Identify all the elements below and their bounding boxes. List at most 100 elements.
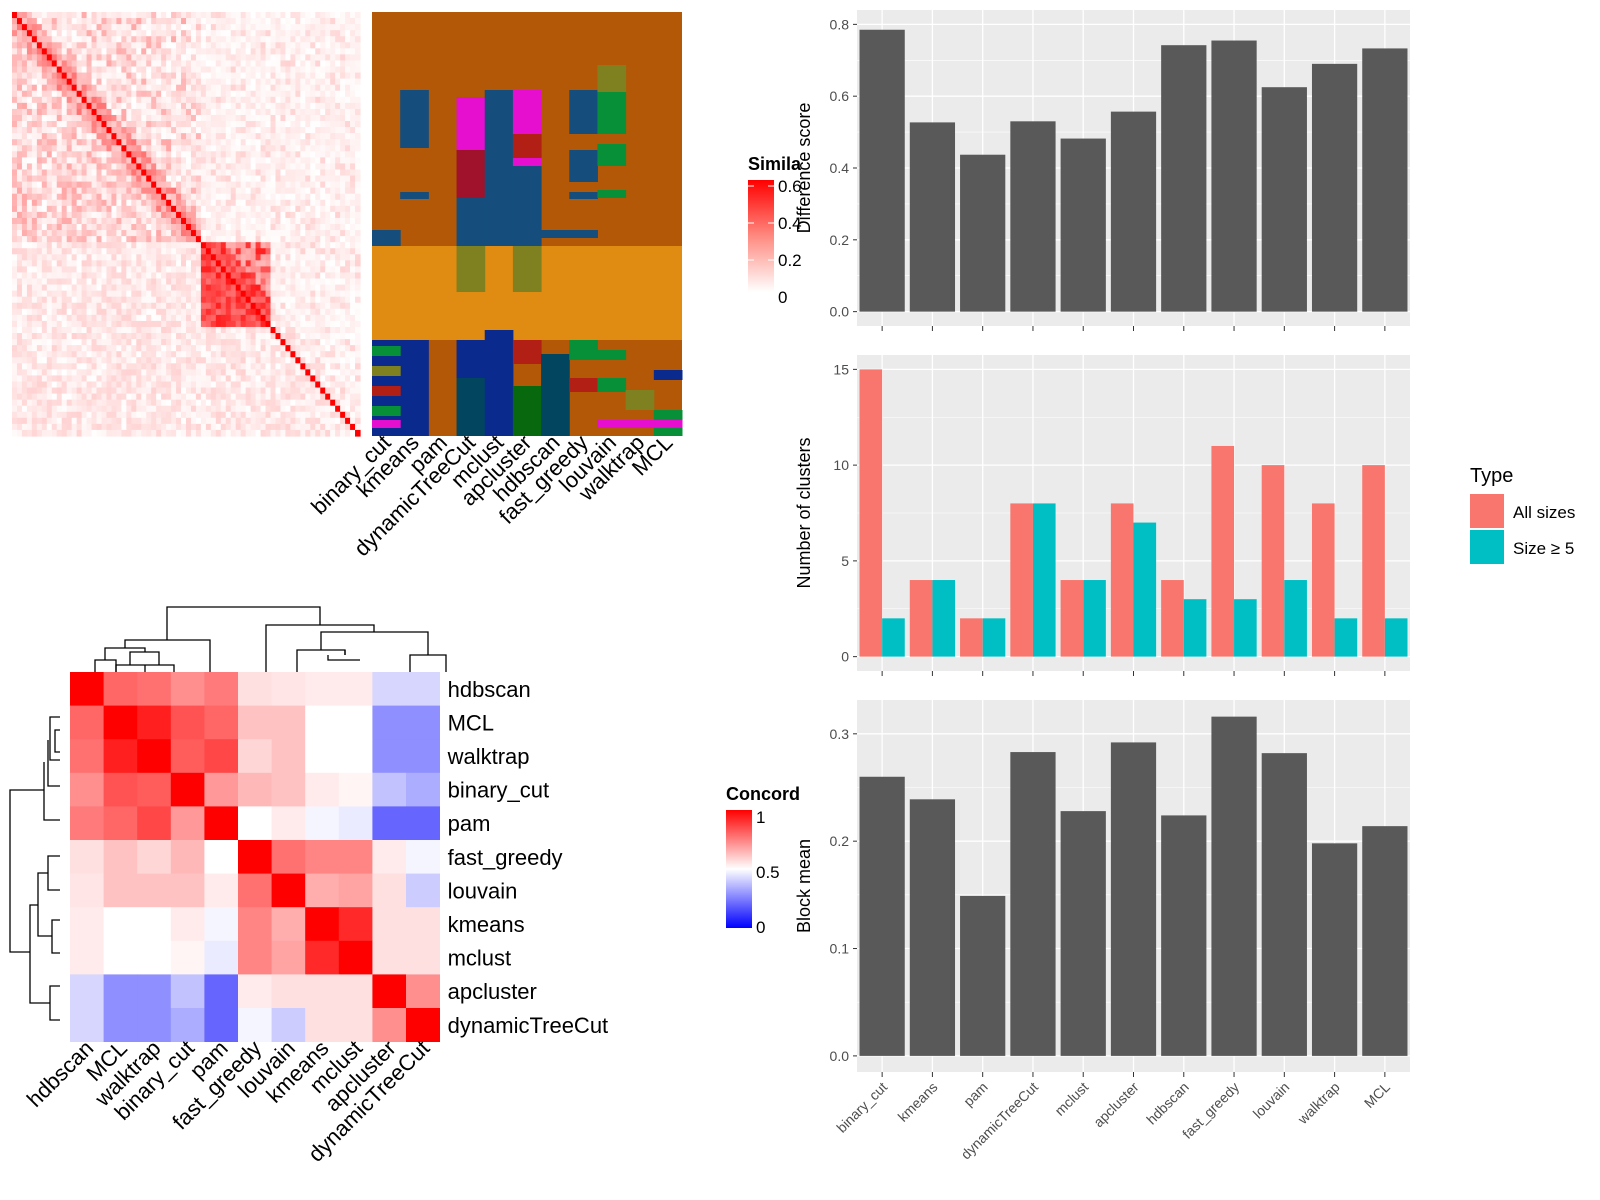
similarity-cell — [101, 163, 108, 171]
similarity-cell — [350, 187, 356, 195]
similarity-cell — [210, 411, 217, 419]
similarity-cell — [285, 84, 291, 92]
similarity-cell — [195, 308, 202, 316]
similarity-cell — [31, 278, 38, 286]
similarity-cell — [186, 163, 192, 171]
similarity-cell — [21, 339, 28, 346]
similarity-cell — [295, 72, 301, 80]
similarity-cell — [190, 302, 197, 310]
similarity-cell — [31, 84, 38, 92]
similarity-cell — [91, 145, 98, 152]
similarity-cell — [131, 193, 137, 201]
similarity-cell — [350, 211, 356, 219]
similarity-cell — [76, 405, 83, 413]
similarity-cell — [166, 260, 172, 267]
similarity-cell — [205, 72, 212, 80]
cluster-block — [484, 330, 514, 436]
cluster-block — [484, 90, 514, 246]
similarity-cell — [330, 96, 336, 104]
similarity-cell — [250, 242, 257, 249]
similarity-cell — [300, 345, 306, 352]
similarity-cell — [146, 308, 152, 316]
similarity-cell — [195, 345, 202, 352]
similarity-cell — [250, 139, 257, 146]
similarity-cell — [330, 363, 336, 370]
similarity-cell — [136, 145, 142, 152]
similarity-cell — [240, 393, 247, 401]
similarity-cell — [330, 205, 336, 213]
similarity-cell — [106, 108, 113, 116]
similarity-cell — [31, 314, 38, 322]
similarity-cell — [205, 230, 212, 237]
similarity-cell — [310, 326, 316, 334]
similarity-cell — [255, 242, 262, 249]
similarity-cell — [161, 266, 167, 274]
similarity-cell — [265, 211, 272, 219]
similarity-cell — [16, 405, 23, 413]
similarity-cell — [166, 411, 172, 419]
similarity-cell — [12, 127, 18, 134]
similarity-cell — [345, 387, 351, 395]
similarity-cell — [285, 18, 291, 25]
similarity-cell — [101, 199, 108, 207]
similarity-cell — [156, 248, 162, 255]
similarity-cell — [136, 102, 142, 110]
similarity-cell — [86, 139, 93, 146]
similarity-cell — [310, 242, 316, 249]
similarity-cell — [176, 175, 182, 183]
similarity-cell — [310, 417, 316, 425]
similarity-cell — [41, 114, 48, 122]
similarity-cell — [161, 108, 167, 116]
similarity-cell — [76, 205, 83, 213]
similarity-cell — [71, 157, 78, 165]
similarity-cell — [270, 266, 277, 274]
similarity-cell — [106, 102, 113, 110]
similarity-cell — [141, 72, 147, 80]
similarity-cell — [295, 411, 301, 419]
similarity-cell — [240, 369, 247, 377]
similarity-cell — [56, 181, 63, 189]
similarity-cell — [146, 278, 152, 286]
similarity-cell — [56, 411, 63, 419]
similarity-cell — [350, 290, 356, 298]
similarity-cell — [315, 12, 321, 19]
similarity-cell — [46, 114, 53, 122]
similarity-cell — [56, 351, 63, 358]
similarity-cell — [141, 369, 147, 377]
similarity-cell — [31, 417, 38, 425]
similarity-cell — [270, 127, 277, 134]
similarity-cell — [240, 326, 247, 334]
similarity-cell — [116, 278, 122, 286]
similarity-cell — [315, 411, 321, 419]
similarity-cell — [230, 78, 237, 86]
similarity-cell — [146, 72, 152, 80]
similarity-cell — [305, 78, 311, 86]
similarity-cell — [245, 272, 252, 280]
similarity-cell — [295, 60, 301, 68]
similarity-cell — [101, 114, 108, 122]
similarity-cell — [230, 308, 237, 316]
similarity-cell — [290, 54, 296, 62]
similarity-cell — [335, 169, 341, 177]
similarity-cell — [245, 278, 252, 286]
similarity-cell — [86, 381, 93, 389]
similarity-cell — [215, 308, 222, 316]
similarity-cell — [200, 314, 207, 322]
similarity-cell — [56, 96, 63, 104]
similarity-cell — [96, 339, 103, 346]
similarity-cell — [230, 151, 237, 158]
similarity-cell — [111, 387, 117, 395]
similarity-cell — [345, 30, 351, 37]
similarity-cell — [151, 48, 157, 55]
similarity-cell — [61, 18, 68, 25]
similarity-cell — [200, 423, 207, 431]
similarity-cell — [86, 199, 93, 207]
similarity-cell — [76, 60, 83, 68]
similarity-cell — [41, 90, 48, 98]
similarity-cell — [146, 84, 152, 92]
similarity-cell — [81, 42, 88, 49]
similarity-cell — [300, 411, 306, 419]
similarity-cell — [51, 308, 58, 316]
similarity-cell — [305, 36, 311, 43]
similarity-cell — [36, 157, 43, 165]
